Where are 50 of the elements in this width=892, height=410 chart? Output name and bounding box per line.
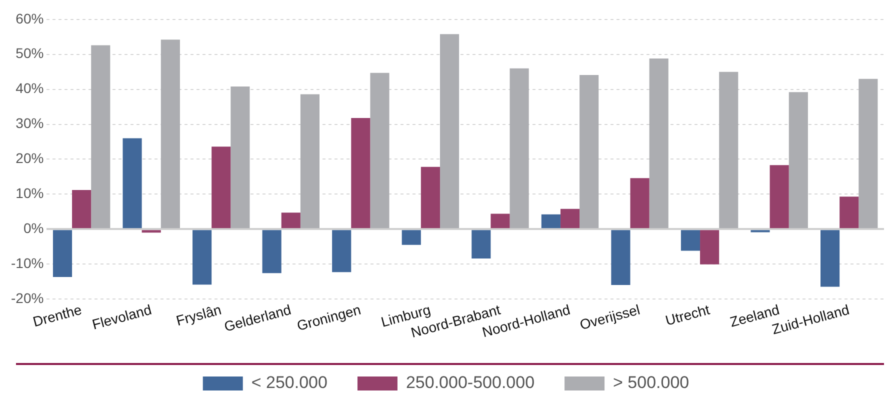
bar — [490, 214, 510, 228]
bar — [580, 74, 599, 228]
bar — [122, 138, 142, 228]
bar — [402, 230, 421, 245]
x-tick-label: Fryslân — [174, 301, 223, 329]
bar — [440, 34, 460, 228]
y-tick-label: 40% — [16, 80, 44, 96]
bar — [472, 230, 491, 258]
bar — [420, 166, 440, 228]
y-tick-label: -10% — [10, 254, 44, 271]
bar — [700, 230, 720, 264]
bar — [649, 58, 668, 228]
x-tick-label: Groningen — [295, 301, 362, 334]
bar — [370, 72, 390, 228]
bar — [560, 208, 580, 228]
bar — [630, 178, 650, 228]
bar — [192, 230, 212, 285]
bar — [820, 230, 840, 287]
bar — [788, 92, 808, 228]
legend-label: > 500.000 — [613, 373, 690, 392]
bar — [72, 190, 92, 228]
y-tick-label: 30% — [16, 115, 44, 132]
legend-label: < 250.000 — [251, 373, 328, 392]
y-tick-label: 20% — [16, 150, 44, 166]
y-tick-label: 50% — [16, 45, 44, 62]
bar — [611, 230, 630, 286]
bar — [91, 45, 110, 228]
bar — [719, 72, 738, 228]
bar — [230, 86, 250, 228]
bar — [142, 230, 161, 233]
bar — [840, 196, 859, 228]
bar — [52, 230, 72, 277]
legend-label: 250.000-500.000 — [406, 373, 535, 392]
x-tick-label: Utrecht — [664, 301, 712, 328]
bar — [262, 230, 282, 274]
bar — [332, 230, 352, 272]
y-tick-label: 60% — [16, 10, 44, 26]
bar — [510, 68, 529, 228]
bar — [160, 40, 180, 228]
bar — [351, 118, 370, 228]
bar — [300, 94, 320, 228]
bar — [680, 230, 700, 251]
bar — [858, 78, 878, 228]
bar — [541, 214, 560, 228]
y-tick-label: -20% — [10, 290, 44, 306]
y-tick-label: 10% — [16, 185, 44, 202]
bar — [281, 212, 300, 228]
bar — [770, 165, 789, 228]
bar — [212, 146, 231, 228]
y-tick-label: 0% — [23, 220, 44, 236]
